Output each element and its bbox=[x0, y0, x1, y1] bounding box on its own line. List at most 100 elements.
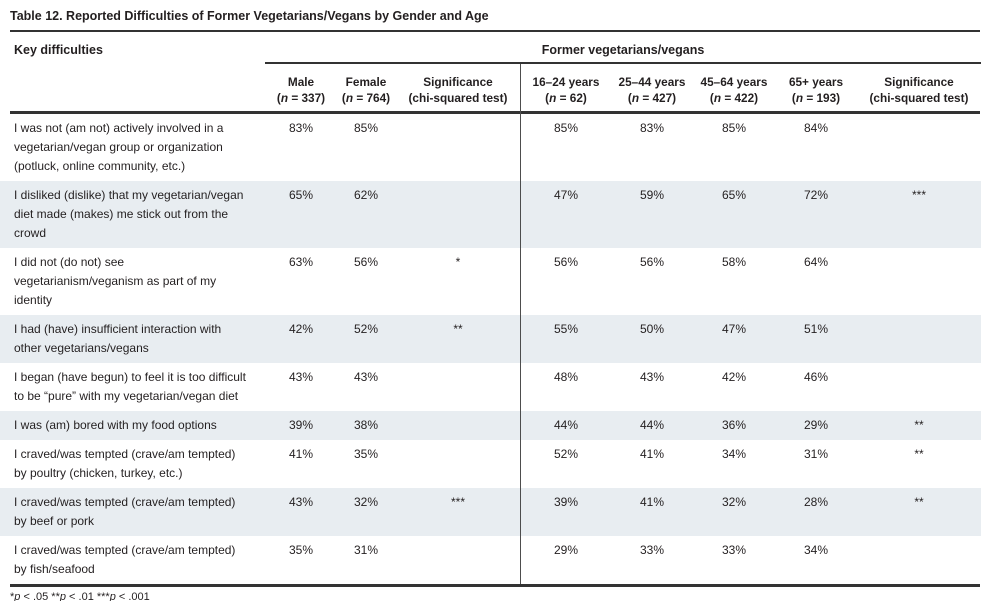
table-row: I was not (am not) actively involved in … bbox=[0, 114, 981, 181]
value-cell: 33% bbox=[721, 543, 747, 557]
value-cell: 44% bbox=[553, 418, 579, 432]
value-cell: 83% bbox=[288, 121, 314, 135]
value-cell: 39% bbox=[553, 495, 579, 509]
column-header-sub: (n = 422) bbox=[709, 91, 759, 105]
value-cell: 33% bbox=[639, 543, 665, 557]
significance-cell bbox=[395, 445, 521, 483]
value-cell: 39% bbox=[288, 418, 314, 432]
value-cell: 65% bbox=[288, 188, 314, 202]
value-cell: 56% bbox=[639, 255, 665, 269]
table-body: I was not (am not) actively involved in … bbox=[0, 114, 981, 584]
table-main: Male (n = 337) Female (n = 764) Significance… bbox=[0, 64, 981, 584]
column-header-label: 65+ years bbox=[788, 75, 844, 89]
table-header-top: Key difficulties Former vegetarians/vega… bbox=[0, 32, 981, 62]
row-label: I craved/was tempted (crave/am tempted) … bbox=[14, 543, 236, 576]
table-title: Table 12. Reported Difficulties of Forme… bbox=[10, 9, 489, 23]
value-cell: 34% bbox=[803, 543, 829, 557]
table-row: I began (have begun) to feel it is too d… bbox=[0, 363, 981, 411]
row-label: I had (have) insufficient interaction wi… bbox=[14, 322, 222, 355]
row-label: I disliked (dislike) that my vegetarian/… bbox=[14, 188, 244, 240]
row-label: I craved/was tempted (crave/am tempted) … bbox=[14, 495, 236, 528]
value-cell: 52% bbox=[553, 447, 579, 461]
column-header-spacer bbox=[0, 64, 265, 111]
column-header: 65+ years (n = 193) bbox=[775, 64, 857, 111]
value-cell: 55% bbox=[553, 322, 579, 336]
column-header-sub: (n = 427) bbox=[627, 91, 677, 105]
value-cell: 63% bbox=[288, 255, 314, 269]
group-header: Former vegetarians/vegans bbox=[541, 43, 705, 57]
row-label: I did not (do not) see vegetarianism/veg… bbox=[14, 255, 217, 307]
table-row: I did not (do not) see vegetarianism/veg… bbox=[0, 248, 981, 315]
row-label: I craved/was tempted (crave/am tempted) … bbox=[14, 447, 236, 480]
column-header-sub: (chi-squared test) bbox=[869, 91, 969, 105]
value-cell: 41% bbox=[639, 447, 665, 461]
row-label: I began (have begun) to feel it is too d… bbox=[14, 370, 246, 403]
value-cell: 35% bbox=[288, 543, 314, 557]
value-cell: 62% bbox=[353, 188, 379, 202]
value-cell: 64% bbox=[803, 255, 829, 269]
value-cell: 58% bbox=[721, 255, 747, 269]
value-cell: 38% bbox=[353, 418, 379, 432]
table-row: I had (have) insufficient interaction wi… bbox=[0, 315, 981, 363]
significance-cell bbox=[857, 541, 981, 579]
column-header-label: 16–24 years bbox=[532, 75, 600, 89]
header-rule bbox=[10, 111, 980, 114]
significance-cell bbox=[395, 416, 521, 435]
table-row: I craved/was tempted (crave/am tempted) … bbox=[0, 488, 981, 536]
column-header-sub: (n = 337) bbox=[276, 91, 326, 105]
significance-cell bbox=[857, 253, 981, 310]
value-cell: 48% bbox=[553, 370, 579, 384]
column-header: 16–24 years (n = 62) bbox=[521, 64, 611, 111]
column-header-label: 45–64 years bbox=[700, 75, 768, 89]
significance-cell: ** bbox=[914, 418, 924, 432]
value-cell: 28% bbox=[803, 495, 829, 509]
value-cell: 32% bbox=[721, 495, 747, 509]
significance-cell bbox=[395, 186, 521, 243]
value-cell: 72% bbox=[803, 188, 829, 202]
significance-cell: ** bbox=[453, 322, 463, 336]
value-cell: 31% bbox=[353, 543, 379, 557]
value-cell: 56% bbox=[353, 255, 379, 269]
value-cell: 47% bbox=[553, 188, 579, 202]
column-header: 25–44 years (n = 427) bbox=[611, 64, 693, 111]
value-cell: 65% bbox=[721, 188, 747, 202]
value-cell: 42% bbox=[288, 322, 314, 336]
value-cell: 85% bbox=[721, 121, 747, 135]
value-cell: 56% bbox=[553, 255, 579, 269]
row-label: I was (am) bored with my food options bbox=[14, 418, 217, 432]
value-cell: 41% bbox=[288, 447, 314, 461]
value-cell: 43% bbox=[639, 370, 665, 384]
value-cell: 41% bbox=[639, 495, 665, 509]
value-cell: 46% bbox=[803, 370, 829, 384]
column-headers-row: Male (n = 337) Female (n = 764) Significance… bbox=[0, 64, 981, 111]
value-cell: 42% bbox=[721, 370, 747, 384]
column-header: Female (n = 764) bbox=[337, 64, 395, 111]
value-cell: 29% bbox=[803, 418, 829, 432]
table-row: I was (am) bored with my food options 39%… bbox=[0, 411, 981, 440]
column-header-sub: (n = 62) bbox=[545, 91, 587, 105]
key-difficulties-header: Key difficulties bbox=[14, 43, 103, 57]
significance-cell bbox=[395, 119, 521, 176]
value-cell: 43% bbox=[288, 495, 314, 509]
column-header: 45–64 years (n = 422) bbox=[693, 64, 775, 111]
significance-cell bbox=[857, 320, 981, 358]
row-label: I was not (am not) actively involved in … bbox=[14, 121, 224, 173]
significance-cell bbox=[395, 368, 521, 406]
value-cell: 35% bbox=[353, 447, 379, 461]
value-cell: 47% bbox=[721, 322, 747, 336]
significance-cell bbox=[857, 119, 981, 176]
value-cell: 51% bbox=[803, 322, 829, 336]
significance-cell: *** bbox=[911, 188, 926, 202]
column-header-sub: (n = 764) bbox=[341, 91, 391, 105]
value-cell: 52% bbox=[353, 322, 379, 336]
column-header: Significance (chi-squared test) bbox=[395, 64, 521, 111]
column-header-sub: (chi-squared test) bbox=[408, 91, 508, 105]
value-cell: 84% bbox=[803, 121, 829, 135]
column-header-label: Significance bbox=[423, 75, 493, 89]
value-cell: 59% bbox=[639, 188, 665, 202]
significance-cell: ** bbox=[914, 447, 924, 461]
table-row: I craved/was tempted (crave/am tempted) … bbox=[0, 536, 981, 584]
table-row: I craved/was tempted (crave/am tempted) … bbox=[0, 440, 981, 488]
significance-cell: *** bbox=[450, 495, 465, 509]
